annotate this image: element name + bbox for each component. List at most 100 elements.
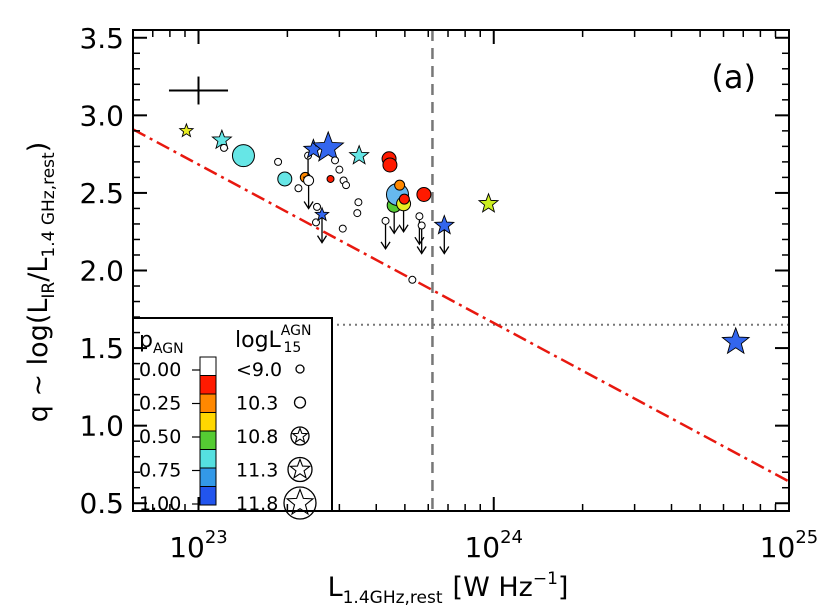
upper-limit-arrowhead xyxy=(416,246,427,255)
circle-marker xyxy=(394,179,406,191)
circle-marker xyxy=(335,165,344,174)
star-marker xyxy=(314,206,330,222)
data-point-star xyxy=(433,214,456,255)
x-axis-title: L1.4GHz,rest [W Hz−1] xyxy=(328,569,569,608)
data-point-circle xyxy=(353,209,362,218)
data-point-circle xyxy=(394,179,406,191)
legend-color-swatch xyxy=(199,430,217,450)
circle-marker xyxy=(415,212,424,221)
legend-color-swatch xyxy=(199,375,217,395)
circle-marker xyxy=(398,193,410,205)
red-dashdot-line xyxy=(133,128,789,483)
data-point-circle xyxy=(398,193,410,205)
star-marker xyxy=(211,128,233,150)
circle-marker xyxy=(294,184,303,193)
legend-color-swatch xyxy=(199,393,217,413)
circle-marker xyxy=(313,202,322,211)
legend-color-swatch xyxy=(199,467,217,487)
legend-color-swatch xyxy=(199,449,217,469)
upper-limit-arrowhead xyxy=(303,201,314,210)
data-point-circle xyxy=(380,216,391,251)
legend-p-tick-label: 0.25 xyxy=(139,393,181,415)
data-point-circle xyxy=(331,156,340,165)
data-point-circle xyxy=(335,165,344,174)
circle-marker xyxy=(353,209,362,218)
data-point-circle xyxy=(338,224,347,233)
circle-marker xyxy=(416,186,432,202)
data-point-circle xyxy=(277,171,293,187)
data-point-star xyxy=(721,326,751,355)
y-tick-label: 3.5 xyxy=(79,22,124,55)
data-point-circle xyxy=(274,157,283,166)
upper-limit-arrowhead xyxy=(414,236,425,246)
y-tick-label: 1.0 xyxy=(79,410,124,443)
legend-size-star xyxy=(285,487,315,516)
circle-marker xyxy=(326,174,335,183)
data-point-star xyxy=(178,122,195,138)
y-tick-label: 1.5 xyxy=(79,332,124,365)
legend-p-tick-label: 0.50 xyxy=(139,426,181,448)
circle-marker xyxy=(381,216,390,225)
y-tick-label: 0.5 xyxy=(79,487,124,520)
upper-limit-arrowhead xyxy=(439,246,450,255)
upper-limit-arrowhead xyxy=(389,225,400,235)
upper-limit-arrowhead xyxy=(398,224,409,233)
circle-marker xyxy=(331,156,340,165)
legend-size-label: 10.3 xyxy=(236,393,278,415)
legend-l-title: logLAGN 15 xyxy=(235,323,311,356)
legend-size-circle xyxy=(295,364,305,374)
star-marker xyxy=(477,192,500,213)
legend-size-label: <9.0 xyxy=(236,359,282,381)
star-marker xyxy=(721,326,751,355)
data-point-circle xyxy=(416,186,432,202)
data-point-star xyxy=(211,128,233,150)
data-point-star xyxy=(314,206,330,244)
circle-marker xyxy=(408,275,417,284)
star-marker xyxy=(311,130,345,162)
data-point-circle xyxy=(303,175,315,210)
star-marker xyxy=(348,144,370,165)
legend-size-label: 11.8 xyxy=(236,493,278,515)
legend-size-star xyxy=(291,426,309,444)
circle-marker xyxy=(417,221,426,230)
circle-marker xyxy=(354,198,363,207)
data-point-star xyxy=(477,192,500,213)
legend-size-label: 11.3 xyxy=(236,460,278,482)
y-axis-title: q ~ log(LIR/L1.4 GHz,rest) xyxy=(23,142,59,423)
data-point-circle xyxy=(294,184,303,193)
data-point-circle xyxy=(408,275,417,284)
data-point-star xyxy=(348,144,370,165)
data-point-circle xyxy=(313,202,322,211)
circle-marker xyxy=(274,157,283,166)
legend-p-tick-label: 0.75 xyxy=(139,460,181,482)
x-tick-label: 1024 xyxy=(464,527,523,564)
data-point-star xyxy=(311,130,345,162)
upper-limit-arrowhead xyxy=(316,235,328,244)
error-cross xyxy=(168,76,229,105)
circle-marker xyxy=(277,171,293,187)
data-point-circle xyxy=(231,144,255,168)
y-tick-label: 2.5 xyxy=(79,177,124,210)
data-point-circle xyxy=(326,174,335,183)
y-tick-label: 2.0 xyxy=(79,255,124,288)
legend-color-swatch xyxy=(199,486,217,506)
legend: pAGN logLAGN 150.000.250.500.751.00<9.010.… xyxy=(139,323,317,520)
panel-label: (a) xyxy=(711,58,756,96)
data-point-circle xyxy=(382,157,398,173)
x-tick-label: 1023 xyxy=(169,527,228,564)
circle-marker xyxy=(219,143,228,152)
legend-color-swatch xyxy=(199,356,217,376)
data-point-circle xyxy=(416,221,427,255)
star-marker xyxy=(433,214,456,235)
star-marker xyxy=(178,122,195,138)
circle-marker xyxy=(303,175,315,187)
circle-marker xyxy=(231,144,255,168)
data-point-circle xyxy=(414,212,425,246)
legend-size-circle xyxy=(283,486,317,520)
legend-color-swatch xyxy=(199,412,217,432)
x-tick-label: 1025 xyxy=(760,527,819,564)
upper-limit-arrowhead xyxy=(380,241,391,251)
data-points xyxy=(178,122,751,355)
legend-size-label: 10.8 xyxy=(236,426,278,448)
